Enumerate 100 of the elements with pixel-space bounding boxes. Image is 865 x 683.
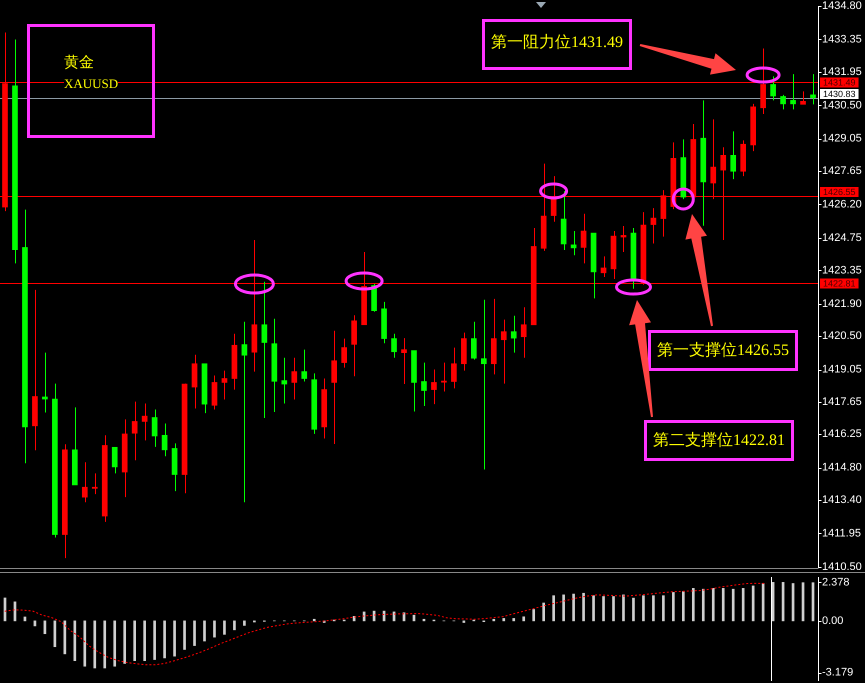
y-tick-label: 1419.05	[822, 364, 862, 376]
bar	[14, 602, 16, 622]
bar	[632, 598, 635, 622]
bar	[812, 582, 814, 622]
bar	[223, 620, 226, 635]
bar	[772, 582, 774, 622]
bar	[542, 602, 545, 622]
bar	[422, 618, 426, 622]
bar	[203, 620, 206, 642]
bar	[672, 592, 675, 622]
candlestick	[262, 281, 268, 418]
annotation: 第一支撑位1426.55	[648, 330, 798, 371]
y-tick-label: 1427.65	[822, 165, 862, 178]
candlestick	[42, 352, 48, 413]
bar	[133, 620, 136, 662]
bar	[682, 591, 685, 622]
bar	[582, 592, 585, 622]
candlestick	[331, 330, 338, 445]
candlestick	[341, 338, 347, 368]
bar	[522, 616, 526, 622]
bar	[702, 588, 705, 622]
y-tick-label: 0.00	[822, 614, 844, 627]
y-tick-label: 1426.20	[822, 198, 862, 211]
y-tick-label: 1420.50	[822, 330, 862, 342]
bar	[602, 596, 605, 622]
bar	[54, 620, 56, 648]
candlestick	[142, 402, 148, 441]
bar	[44, 620, 46, 634]
candlestick	[162, 423, 168, 457]
bar	[163, 620, 166, 658]
bar	[213, 620, 216, 638]
bar	[83, 620, 86, 667]
candlestick	[132, 401, 138, 461]
bar	[592, 595, 595, 622]
candlestick	[212, 375, 218, 410]
ref-line-label: 1431.49	[823, 77, 856, 88]
candlestick	[112, 446, 118, 474]
candlestick	[82, 462, 88, 503]
candlestick	[242, 321, 248, 503]
bar	[642, 595, 645, 622]
candlestick	[281, 357, 288, 404]
bar	[572, 594, 575, 622]
candlestick	[800, 90, 806, 105]
candlestick	[391, 333, 397, 358]
candlestick	[480, 299, 487, 470]
bar	[4, 598, 6, 622]
ref-line-label: 1426.55	[823, 186, 856, 197]
candlestick	[580, 213, 586, 264]
candlestick	[441, 362, 447, 392]
bar	[193, 620, 196, 646]
candlestick	[500, 319, 507, 384]
bar	[552, 595, 555, 622]
bar	[622, 594, 625, 622]
annotation: 第二支撑位1422.81	[644, 420, 794, 461]
bar	[662, 595, 665, 622]
bar	[24, 616, 26, 622]
bar	[382, 610, 386, 622]
bar	[782, 582, 784, 622]
bar	[722, 588, 725, 622]
y-tick-label: -3.179	[822, 666, 854, 679]
y-tick-label: 1413.40	[822, 494, 862, 506]
bar	[562, 594, 565, 622]
ref-line-label: 1422.81	[823, 278, 856, 288]
bar	[103, 620, 106, 668]
bar	[93, 620, 96, 668]
bar	[243, 620, 246, 626]
bar	[143, 620, 146, 662]
y-tick-label: 1423.35	[822, 264, 862, 276]
candlestick	[650, 208, 656, 244]
y-tick-label: 1417.65	[822, 396, 862, 408]
annotation: 第一阻力位1431.49	[482, 19, 632, 70]
bar	[73, 620, 76, 662]
candlestick	[600, 256, 606, 278]
y-tick-label: 1410.50	[822, 560, 862, 573]
candlestick	[222, 370, 228, 400]
candlestick	[730, 130, 736, 180]
y-tick-label: 1414.80	[822, 462, 862, 474]
candlestick	[471, 321, 477, 360]
bar	[652, 595, 655, 622]
candlestick	[760, 48, 766, 115]
candlestick	[431, 369, 437, 405]
bar	[792, 583, 794, 622]
y-tick-label: 1424.75	[822, 232, 862, 244]
y-tick-label: 1433.35	[822, 33, 862, 46]
bar	[732, 588, 735, 622]
bar	[762, 583, 764, 622]
candlestick	[152, 408, 158, 448]
candlestick	[570, 230, 576, 256]
bar	[402, 612, 406, 622]
y-tick-label: 1431.95	[822, 66, 862, 78]
bar	[233, 620, 236, 630]
bar	[34, 620, 36, 626]
bar	[532, 609, 536, 622]
candlestick	[520, 306, 527, 358]
bar	[183, 620, 186, 650]
bar	[113, 620, 116, 667]
bar	[752, 586, 754, 622]
candlestick	[620, 225, 626, 253]
bar	[173, 620, 176, 656]
y-tick-label: 1421.90	[822, 298, 862, 310]
